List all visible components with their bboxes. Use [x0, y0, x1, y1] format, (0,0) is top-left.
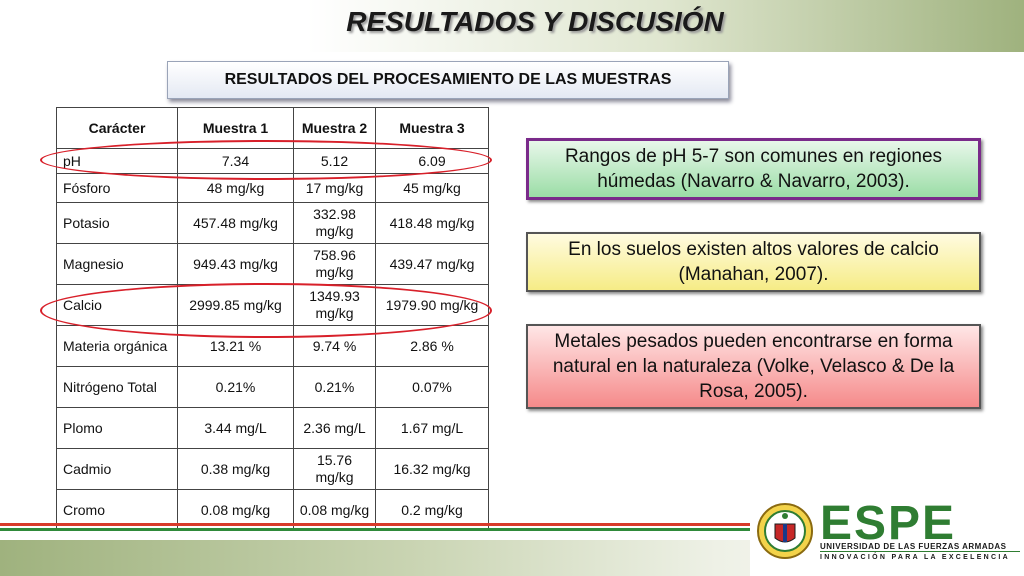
university-seal-icon [757, 503, 813, 559]
header-muestra-3: Muestra 3 [375, 107, 489, 149]
section-subtitle: RESULTADOS DEL PROCESAMIENTO DE LAS MUES… [167, 61, 729, 99]
cell-value: 0.21% [177, 366, 294, 408]
university-name: UNIVERSIDAD DE LAS FUERZAS ARMADAS [820, 542, 1007, 551]
row-label: Magnesio [56, 243, 178, 285]
row-label: Fósforo [56, 173, 178, 203]
metales-note-box: Metales pesados pueden encontrarse en fo… [526, 324, 981, 409]
cell-value: 332.98 mg/kg [293, 202, 376, 244]
footer-stripe-red [0, 523, 750, 526]
espe-wordmark: ESPE [820, 497, 957, 550]
cell-value: 1.67 mg/L [375, 407, 489, 449]
cell-value: 16.32 mg/kg [375, 448, 489, 490]
metales-note-text: Metales pesados pueden encontrarse en fo… [552, 331, 955, 402]
calcio-note-box: En los suelos existen altos valores de c… [526, 232, 981, 292]
table-row: Potasio 457.48 mg/kg 332.98 mg/kg 418.48… [56, 202, 489, 244]
cell-value: 0.21% [293, 366, 376, 408]
cell-value: 45 mg/kg [375, 173, 489, 203]
table-row: Nitrógeno Total 0.21% 0.21% 0.07% [56, 366, 489, 408]
cell-value: 758.96 mg/kg [293, 243, 376, 285]
cell-value: 439.47 mg/kg [375, 243, 489, 285]
row-label: Nitrógeno Total [56, 366, 178, 408]
ph-note-text: Rangos de pH 5-7 son comunes en regiones… [564, 146, 943, 192]
cell-value: 0.38 mg/kg [177, 448, 294, 490]
cell-value: 3.44 mg/L [177, 407, 294, 449]
cell-value: 2.36 mg/L [293, 407, 376, 449]
calcio-note-text: En los suelos existen altos valores de c… [568, 239, 939, 285]
header-caracter: Carácter [56, 107, 178, 149]
cell-value: 457.48 mg/kg [177, 202, 294, 244]
section-subtitle-text: RESULTADOS DEL PROCESAMIENTO DE LAS MUES… [224, 71, 672, 88]
calcio-highlight-oval [40, 283, 492, 338]
ph-note-box: Rangos de pH 5-7 son comunes en regiones… [526, 138, 981, 200]
slide-title: RESULTADOS Y DISCUSIÓN [346, 6, 724, 37]
cell-value: 418.48 mg/kg [375, 202, 489, 244]
university-motto: INNOVACIÓN PARA LA EXCELENCIA [820, 554, 1010, 561]
row-label: Cadmio [56, 448, 178, 490]
cell-value: 949.43 mg/kg [177, 243, 294, 285]
row-label: Plomo [56, 407, 178, 449]
espe-logo: ESPE UNIVERSIDAD DE LAS FUERZAS ARMADAS … [750, 497, 1024, 576]
row-label: Materia orgánica [56, 325, 178, 367]
logo-divider [820, 551, 1020, 552]
cell-value: 15.76 mg/kg [293, 448, 376, 490]
row-label: Potasio [56, 202, 178, 244]
footer-stripe-green [0, 528, 750, 531]
table-row: Cadmio 0.38 mg/kg 15.76 mg/kg 16.32 mg/k… [56, 448, 489, 490]
ph-highlight-oval [40, 140, 492, 180]
cell-value: 0.07% [375, 366, 489, 408]
header-band [0, 0, 1024, 52]
table-row: Magnesio 949.43 mg/kg 758.96 mg/kg 439.4… [56, 243, 489, 285]
table-row: Plomo 3.44 mg/L 2.36 mg/L 1.67 mg/L [56, 407, 489, 449]
